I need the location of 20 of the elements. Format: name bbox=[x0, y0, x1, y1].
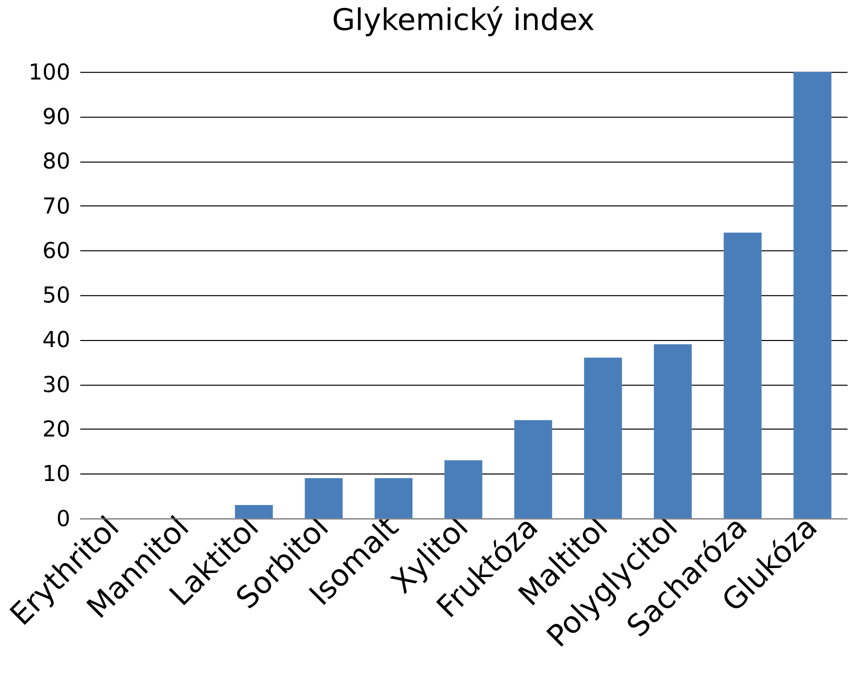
y-tick-label: 70 bbox=[42, 194, 70, 220]
bar bbox=[654, 344, 692, 518]
y-tick-label: 20 bbox=[42, 418, 70, 443]
y-tick-label: 30 bbox=[42, 372, 70, 398]
bar bbox=[794, 72, 832, 518]
chart-title: Glykemický index bbox=[332, 3, 595, 38]
bar bbox=[234, 504, 273, 518]
bar bbox=[724, 232, 762, 518]
y-tick-label: 100 bbox=[28, 60, 70, 86]
y-tick-label: 90 bbox=[42, 105, 70, 130]
bar bbox=[444, 460, 482, 518]
y-tick-label: 80 bbox=[42, 150, 70, 175]
bar bbox=[584, 358, 622, 518]
bar bbox=[514, 420, 552, 518]
y-tick-label: 40 bbox=[42, 328, 70, 354]
bar bbox=[374, 478, 412, 518]
bar bbox=[304, 478, 343, 518]
y-tick-label: 50 bbox=[42, 284, 70, 309]
y-tick-label: 10 bbox=[42, 462, 70, 488]
y-tick-label: 60 bbox=[42, 238, 70, 264]
